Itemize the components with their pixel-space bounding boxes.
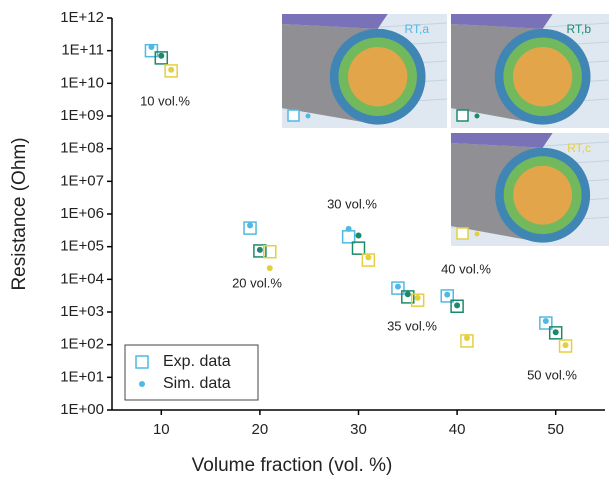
exp-point [410,293,425,307]
legend-marker [139,381,145,387]
exp-point [401,290,415,304]
annotation: 20 vol.% [232,275,282,290]
exp-point [351,241,366,255]
sim-point [247,222,254,229]
x-tick-label: 10 [153,421,170,438]
exp-point [460,334,474,348]
annotation: 10 vol.% [140,93,190,108]
x-tick-label: 20 [252,421,269,438]
exp-point [243,221,257,235]
inset-label: RT,b [567,22,592,36]
inset-icon [474,231,480,237]
exp-point [253,244,267,258]
legend-label: Sim. data [163,375,231,392]
sim-point [552,329,559,336]
inset-top [451,133,553,148]
x-tick-label: 50 [547,421,564,438]
annotation: 40 vol.% [441,261,491,276]
y-tick-label: 1E+02 [60,336,104,353]
y-tick-label: 1E+00 [60,401,104,418]
inset-icon [474,113,480,119]
inset-top [451,14,553,29]
inset-label: RT,c [567,141,591,155]
inset-icon [287,109,300,122]
sim-point [158,52,165,59]
inset-ring [348,47,408,107]
legend-box [124,344,259,401]
annotation: 35 vol.% [387,318,437,333]
exp-point [558,339,573,353]
sim-point [542,318,549,325]
legend-marker [135,355,149,369]
exp-point [539,316,553,330]
exp-point [164,64,178,78]
sim-point [168,66,175,73]
exp-point [450,299,464,313]
annotation: 50 vol.% [527,367,577,382]
inset-icon [456,227,469,240]
y-tick-label: 1E+10 [60,74,104,91]
sim-point [365,254,372,261]
inset-label: RT,a [405,22,430,36]
exp-point [154,51,169,65]
y-tick-label: 1E+09 [60,107,104,124]
inset: RT,b [450,14,609,128]
inset: RT,a [281,14,448,128]
inset-icon [456,109,469,122]
sim-point [394,283,401,290]
annotation: 30 vol.% [327,196,377,211]
y-tick-label: 1E+11 [61,42,104,59]
exp-point [440,289,454,303]
y-tick-label: 1E+04 [60,270,104,287]
sim-point [404,291,411,298]
exp-point [263,244,277,259]
y-tick-label: 1E+12 [60,9,104,26]
y-tick-label: 1E+01 [60,368,104,385]
x-tick-label: 30 [350,421,367,438]
sim-point [562,342,569,349]
x-tick-label: 40 [449,421,466,438]
legend-label: Exp. data [163,353,231,370]
sim-point [444,291,451,298]
inset-top [282,14,388,29]
y-tick-label: 1E+07 [60,172,104,189]
inset-icon [305,113,311,119]
y-tick-label: 1E+03 [60,303,104,320]
inset-ring [513,165,573,225]
y-axis-label: Resistance (Ohm) [9,137,30,290]
sim-point [463,334,470,341]
sim-point [355,232,362,239]
sim-point [414,294,421,301]
exp-point [391,281,405,295]
y-tick-label: 1E+06 [60,205,104,222]
inset-ring [512,47,573,107]
exp-point [361,253,376,267]
sim-point [454,302,461,309]
y-tick-label: 1E+05 [60,238,104,255]
exp-point [341,230,356,244]
sim-point [256,246,263,253]
y-tick-label: 1E+08 [60,140,104,157]
x-axis-label: Volume fraction (vol. %) [192,455,393,476]
exp-point [548,326,563,340]
inset: RT,c [450,133,609,246]
sim-point [345,225,352,232]
sim-point [148,43,155,50]
sim-point [266,265,273,272]
